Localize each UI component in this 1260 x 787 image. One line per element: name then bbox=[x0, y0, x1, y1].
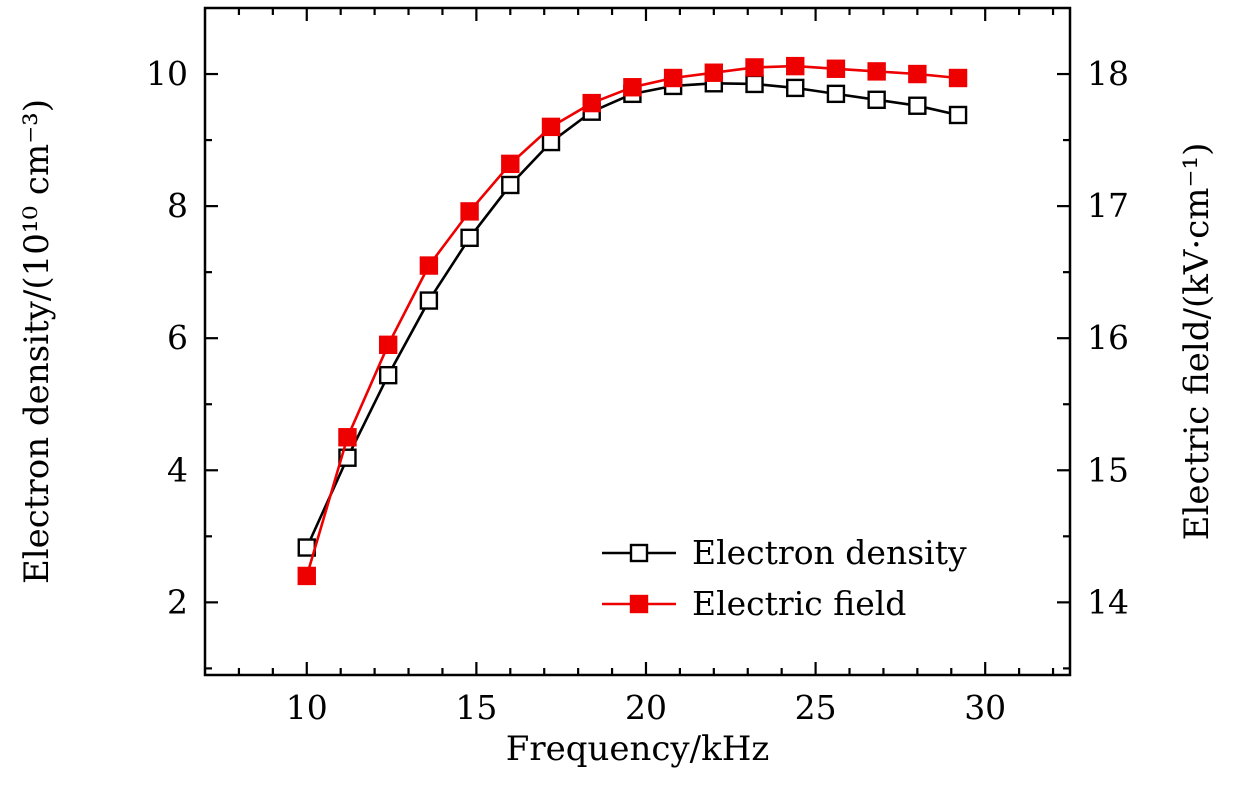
x-tick-label: 10 bbox=[286, 688, 328, 727]
filled-square-marker bbox=[378, 335, 398, 355]
filled-square-marker bbox=[629, 594, 649, 614]
filled-square-marker bbox=[704, 63, 724, 82]
y-right-tick-label: 17 bbox=[1087, 186, 1129, 225]
filled-square-marker bbox=[786, 56, 805, 76]
x-tick-label: 25 bbox=[795, 688, 837, 727]
open-square-marker bbox=[460, 228, 479, 248]
filled-square-marker bbox=[501, 154, 520, 174]
filled-square-marker bbox=[867, 62, 886, 81]
y-right-tick-label: 16 bbox=[1087, 318, 1129, 357]
open-square-marker bbox=[867, 90, 886, 109]
open-square-marker bbox=[419, 291, 439, 310]
legend-entry-electron-density: Electron density bbox=[602, 533, 967, 572]
legend-entry-electric-field: Electric field bbox=[602, 584, 906, 623]
y-right-tick-label: 14 bbox=[1087, 582, 1129, 621]
y-left-tick-label: 4 bbox=[167, 450, 188, 489]
y-left-axis-title: Electron density/(10¹⁰ cm⁻³) bbox=[17, 99, 57, 584]
series-electric-field bbox=[297, 56, 968, 586]
open-square-marker bbox=[948, 105, 968, 125]
axes: 10 15 20 25 30 2 4 6 8 10 14 15 16 17 18 Electron densi… bbox=[17, 6, 1217, 769]
y-left-tick-label: 2 bbox=[167, 582, 188, 621]
y-left-tick-label: 6 bbox=[167, 318, 188, 357]
filled-square-marker bbox=[541, 117, 561, 137]
filled-square-marker bbox=[908, 64, 927, 84]
filled-square-marker bbox=[663, 68, 683, 88]
series-group bbox=[297, 56, 968, 586]
x-tick-label: 30 bbox=[964, 688, 1006, 727]
x-tick-label: 20 bbox=[625, 688, 667, 727]
filled-square-marker bbox=[460, 202, 479, 221]
open-square-marker bbox=[786, 78, 805, 98]
legend-label: Electric field bbox=[692, 584, 906, 623]
filled-square-marker bbox=[826, 59, 846, 78]
legend: Electron density Electric field bbox=[602, 533, 967, 623]
x-axis-title: Frequency/kHz bbox=[506, 729, 770, 769]
y-right-axis-title: Electric field/(kV·cm⁻¹) bbox=[1177, 143, 1217, 541]
filled-square-marker bbox=[623, 78, 642, 97]
open-square-marker bbox=[745, 74, 764, 94]
legend-label: Electron density bbox=[692, 533, 967, 572]
x-tick-label: 15 bbox=[455, 688, 497, 727]
y-left-tick-label: 10 bbox=[146, 54, 188, 93]
y-right-tick-label: 15 bbox=[1087, 450, 1129, 489]
plot-frame bbox=[203, 6, 1072, 677]
filled-square-marker bbox=[297, 566, 316, 586]
filled-square-marker bbox=[582, 93, 601, 113]
open-square-marker bbox=[629, 543, 649, 563]
open-square-marker bbox=[501, 175, 520, 195]
filled-square-marker bbox=[338, 428, 357, 447]
y-right-tick-label: 18 bbox=[1087, 54, 1129, 93]
filled-square-marker bbox=[948, 68, 968, 88]
open-square-marker bbox=[541, 132, 561, 152]
open-square-marker bbox=[826, 84, 846, 104]
filled-square-marker bbox=[745, 58, 764, 77]
open-square-marker bbox=[908, 96, 927, 115]
filled-square-marker bbox=[419, 256, 439, 275]
y-left-tick-label: 8 bbox=[167, 186, 188, 225]
open-square-marker bbox=[378, 365, 398, 385]
